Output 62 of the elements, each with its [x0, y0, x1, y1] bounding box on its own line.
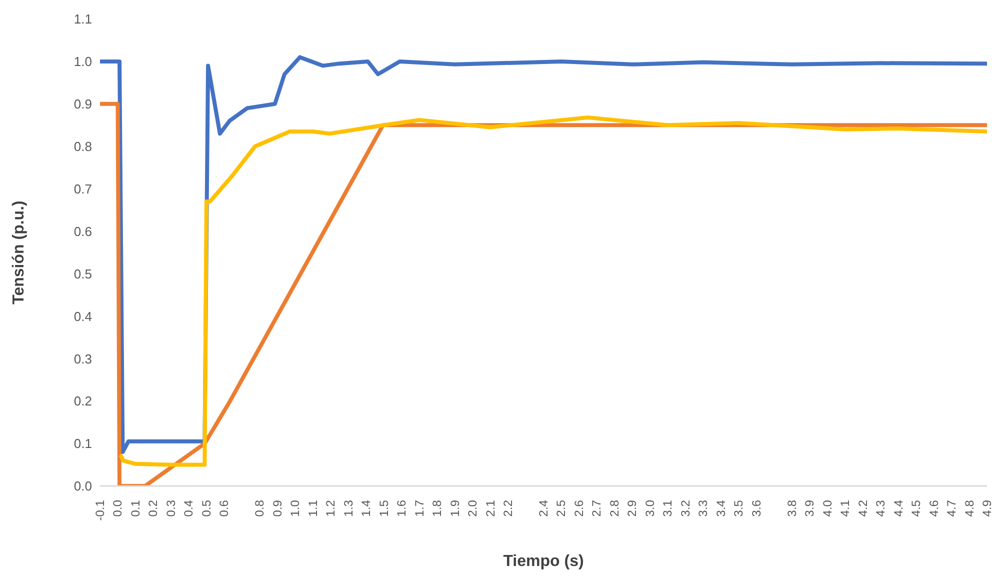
x-tick-label: 4.2 — [856, 500, 870, 517]
x-tick-label: 2.4 — [536, 500, 550, 517]
x-tick-label: 4.3 — [874, 500, 888, 517]
y-tick-label: 0.9 — [74, 96, 92, 112]
x-tick-label: 1.6 — [394, 500, 409, 517]
x-axis-title: Tiempo (s) — [503, 553, 584, 570]
y-tick-label: 0.4 — [74, 308, 92, 324]
x-tick-label: 4.9 — [980, 500, 992, 517]
y-tick-label: 0.2 — [74, 394, 92, 409]
x-tick-label: 4.4 — [891, 500, 906, 517]
x-tick-label: 0.5 — [199, 500, 214, 517]
y-tick-label: 0.7 — [74, 181, 92, 196]
x-tick-label: 3.0 — [642, 500, 657, 517]
x-tick-label: 4.8 — [962, 500, 976, 517]
x-tick-label: 3.3 — [696, 500, 710, 517]
x-tick-label: 4.6 — [926, 500, 941, 517]
x-tick-label: -0.1 — [93, 500, 107, 521]
x-tick-label: 1.3 — [341, 500, 356, 517]
y-tick-label: 0.8 — [74, 138, 92, 154]
x-tick-label: 0.0 — [110, 500, 125, 517]
x-tick-label: 3.2 — [678, 500, 692, 517]
x-tick-label: 4.1 — [838, 500, 852, 517]
x-tick-label: 2.1 — [483, 500, 498, 517]
x-tick-label: 3.5 — [732, 500, 746, 517]
x-tick-label: 2.6 — [572, 500, 586, 517]
x-tick-label: 4.5 — [909, 500, 924, 517]
x-tick-label: 4.0 — [820, 500, 834, 517]
y-tick-label: 0.6 — [74, 224, 92, 239]
x-tick-label: 0.8 — [252, 500, 267, 517]
y-tick-label: 0.1 — [74, 436, 92, 452]
y-tick-label: 0.5 — [74, 266, 92, 282]
x-tick-label: 1.8 — [430, 500, 444, 517]
x-tick-label: 2.5 — [554, 500, 568, 517]
x-tick-label: 2.0 — [466, 500, 480, 517]
x-tick-label: 1.7 — [412, 500, 426, 517]
x-tick-label: 2.7 — [590, 500, 604, 517]
x-tick-label: 1.2 — [324, 500, 338, 517]
x-tick-label: 3.4 — [714, 500, 728, 517]
y-tick-label: 0.0 — [74, 478, 92, 494]
x-tick-label: 0.9 — [270, 500, 284, 517]
x-tick-label: 2.9 — [625, 500, 640, 517]
y-axis-title: Tensión (p.u.) — [10, 200, 28, 304]
x-tick-label: 0.3 — [164, 500, 178, 517]
x-tick-label: 1.9 — [448, 500, 462, 517]
x-tick-label: 0.4 — [182, 500, 196, 517]
x-tick-label: 1.4 — [359, 500, 374, 517]
x-tick-label: 3.6 — [749, 500, 764, 517]
y-tick-label: 1.0 — [74, 54, 92, 70]
x-tick-label: 4.7 — [944, 500, 959, 517]
x-tick-label: 1.0 — [288, 500, 302, 517]
x-tick-label: 0.1 — [128, 500, 142, 517]
x-tick-label: 1.1 — [306, 500, 320, 517]
x-tick-label: 3.9 — [802, 500, 817, 517]
y-tick-label: 1.1 — [74, 12, 92, 27]
x-tick-label: 0.6 — [217, 500, 232, 517]
x-tick-label: 2.2 — [501, 500, 516, 517]
x-tick-label: 0.2 — [146, 500, 160, 517]
x-tick-label: 3.1 — [660, 500, 675, 517]
x-tick-label: 1.5 — [376, 500, 391, 517]
x-tick-label: 3.8 — [784, 500, 799, 517]
y-tick-label: 0.3 — [74, 351, 92, 366]
x-tick-label: 2.8 — [607, 500, 622, 517]
